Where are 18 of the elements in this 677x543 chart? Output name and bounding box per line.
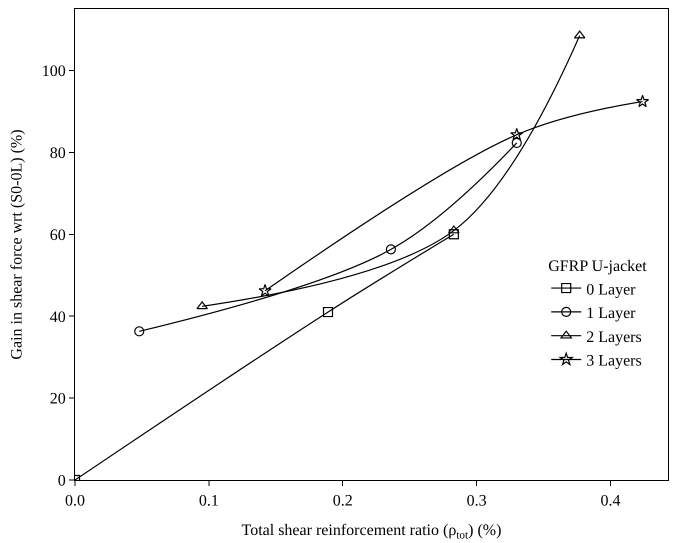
legend-label: 0 Layer <box>586 281 636 298</box>
y-tick-label: 20 <box>50 390 66 408</box>
y-tick-label: 60 <box>50 226 66 244</box>
y-tick-label: 0 <box>58 472 66 490</box>
x-tick-label: 0.3 <box>466 492 487 510</box>
y-tick-label: 80 <box>50 144 66 162</box>
legend-title: GFRP U-jacket <box>548 258 648 276</box>
y-tick-label: 40 <box>50 308 66 326</box>
legend-label: 2 Layers <box>586 328 642 346</box>
x-tick-label: 0.4 <box>600 492 620 510</box>
x-tick-label: 0.1 <box>198 492 219 510</box>
legend-label: 1 Layer <box>586 305 636 322</box>
x-axis-title: Total shear reinforcement ratio (ρ$_{tot}$) (%) <box>242 522 502 542</box>
y-axis-title: Gain in shear force wrt (S0-0L) (%) <box>8 129 26 360</box>
x-tick-label: 0.0 <box>65 492 85 510</box>
y-tick-label: 100 <box>42 63 66 80</box>
legend-label: 3 Layers <box>586 352 642 370</box>
x-tick-label: 0.2 <box>332 492 353 510</box>
